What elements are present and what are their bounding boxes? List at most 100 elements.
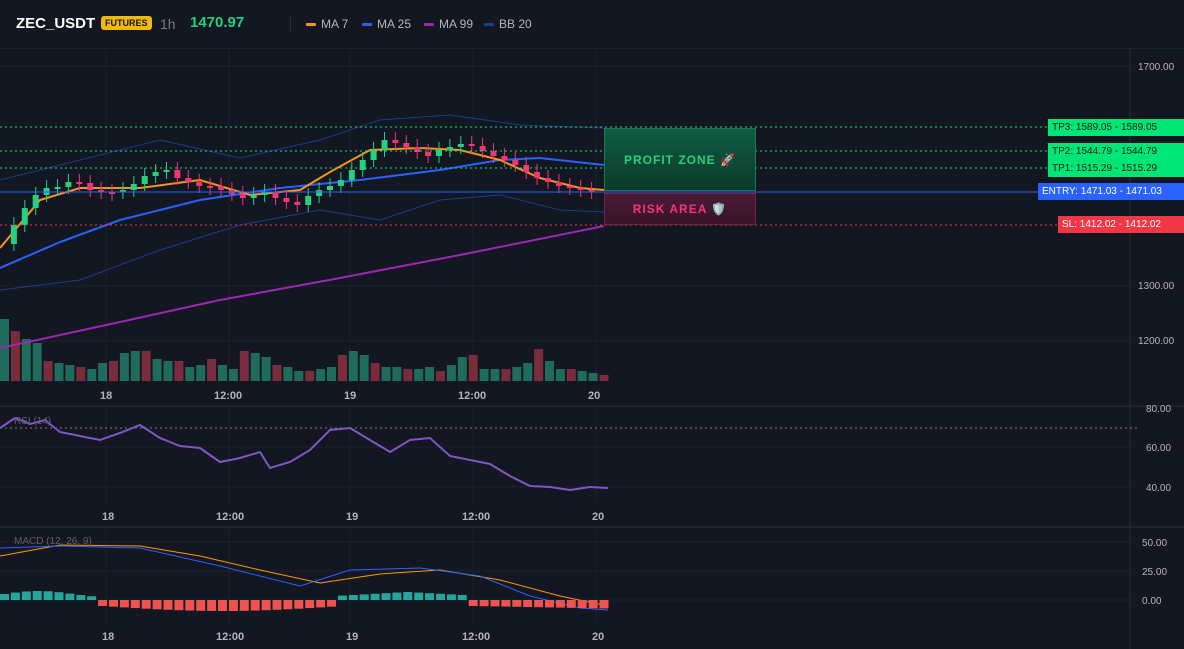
macd-hist-bar: [381, 593, 391, 600]
rsi-tick: 60.00: [1146, 443, 1171, 454]
macd-hist-bar: [359, 594, 369, 600]
volume-bar: [272, 365, 282, 381]
symbol-name[interactable]: ZEC_USDT: [16, 15, 96, 32]
macd-hist-bar: [10, 592, 20, 600]
header-divider: [290, 16, 291, 32]
volume-bar: [228, 369, 238, 381]
macd-hist-bar: [87, 596, 97, 600]
ma25-line: [0, 156, 605, 269]
futures-badge: FUTURES: [101, 16, 152, 30]
time-tick: 18: [100, 390, 112, 402]
macd-hist-bar: [21, 591, 31, 600]
macd-hist-bar: [163, 600, 173, 610]
volume-bar: [152, 359, 162, 381]
level-lines: [0, 126, 1058, 226]
macd-hist-bar: [196, 600, 206, 611]
macd-hist-bar: [239, 600, 249, 611]
volume-bar: [261, 357, 271, 381]
macd-hist-bar: [174, 600, 184, 611]
macd-hist-bar: [555, 600, 565, 608]
macd-hist-bar: [283, 600, 293, 610]
macd-hist-bar: [98, 600, 108, 606]
volume-bar: [218, 365, 227, 381]
macd-signal-line: [0, 544, 609, 607]
candle-body: [32, 195, 39, 208]
price-tick: 1300.00: [1138, 281, 1175, 292]
bb-lower: [0, 194, 605, 291]
volume-bar: [446, 365, 456, 381]
volume-bar: [87, 369, 97, 381]
macd-hist-bar: [403, 592, 413, 600]
candle-body: [239, 194, 246, 198]
ma25-swatch-icon: [362, 22, 372, 26]
candle-body: [545, 178, 551, 182]
macd-hist-bar: [588, 600, 598, 609]
time-tick: 20: [592, 511, 604, 523]
profit-zone: PROFIT ZONE 🚀: [604, 128, 756, 191]
volume-bar: [577, 371, 587, 381]
legend-label: MA 25: [377, 17, 412, 31]
macd-hist-bar: [32, 591, 42, 600]
volume-bar: [239, 351, 249, 381]
candlesticks[interactable]: [10, 132, 595, 251]
volume-bar: [283, 367, 293, 381]
macd-hist-bar: [337, 595, 347, 600]
macd-hist-bar: [141, 600, 151, 609]
macd-hist-bar: [272, 600, 282, 610]
volume-bar: [185, 367, 195, 381]
candle-body: [10, 225, 17, 244]
last-price: 1470.97: [190, 14, 245, 31]
legend-item-ma99[interactable]: MA 99: [424, 17, 473, 31]
candle-body: [54, 187, 61, 189]
time-tick: 19: [344, 390, 356, 402]
candle-body: [109, 192, 115, 194]
candle-body: [305, 196, 312, 205]
bollinger-bands: [0, 114, 605, 291]
candle-body: [555, 182, 562, 186]
macd-tick: 0.00: [1142, 596, 1162, 607]
volume-bar: [119, 353, 129, 381]
volume-bar: [21, 339, 31, 381]
volume-bar: [109, 361, 118, 381]
volume-bar: [359, 355, 369, 381]
macd-hist-bar: [228, 600, 238, 611]
candle-body: [163, 170, 170, 172]
time-tick: 19: [346, 631, 358, 643]
candle-body: [98, 190, 105, 192]
macd-hist-bar: [392, 592, 402, 600]
candle-body: [272, 192, 279, 198]
time-tick: 12:00: [462, 631, 490, 643]
grid-lines: [0, 48, 1138, 625]
candle-body: [359, 160, 366, 170]
tp1-level-label: TP1: 1515.29 - 1515.29: [1048, 160, 1184, 177]
time-tick: 12:00: [214, 390, 242, 402]
risk-zone: RISK AREA 🛡️: [604, 193, 756, 225]
macd-hist-bar: [65, 593, 75, 600]
macd-hist-bar: [534, 600, 544, 608]
candle-body: [250, 195, 257, 198]
timeframe-label[interactable]: 1h: [160, 16, 176, 32]
volume-bar: [392, 367, 402, 381]
legend-item-ma7[interactable]: MA 7: [306, 17, 348, 31]
candle-body: [283, 198, 290, 202]
volume-bar: [54, 363, 64, 381]
candle-body: [381, 140, 388, 150]
legend-label: MA 99: [439, 17, 474, 31]
volume-bar: [76, 367, 86, 381]
macd-hist-bar: [414, 592, 424, 600]
candle-body: [337, 180, 344, 186]
candle-body: [207, 186, 214, 188]
candle-body: [76, 182, 83, 184]
volume-bar: [337, 355, 347, 381]
macd-hist-bar: [490, 600, 500, 607]
legend-item-bb20[interactable]: BB 20: [484, 17, 532, 31]
legend-item-ma25[interactable]: MA 25: [362, 17, 411, 31]
macd-hist-bar: [207, 600, 217, 611]
candle-body: [348, 170, 355, 180]
macd-hist-bar: [250, 600, 260, 611]
time-tick: 18: [102, 631, 114, 643]
volume-bar: [523, 363, 533, 381]
candle-body: [403, 143, 410, 147]
bb-upper: [0, 114, 605, 181]
